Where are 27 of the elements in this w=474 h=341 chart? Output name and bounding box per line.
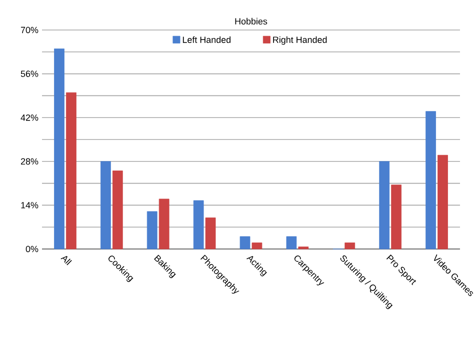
- y-tick-label: 42%: [20, 114, 38, 121]
- y-tick-label: 14%: [21, 202, 38, 208]
- bar: [286, 236, 297, 250]
- bar: [193, 200, 204, 250]
- bar: [240, 236, 250, 250]
- bar: [66, 92, 76, 250]
- bar: [112, 170, 123, 250]
- legend-label: Right Handed: [273, 36, 327, 45]
- bar: [205, 218, 216, 250]
- bar: [391, 184, 402, 250]
- legend-label: Left Handed: [182, 36, 230, 43]
- bar: [344, 242, 356, 250]
- bar: [252, 242, 262, 250]
- y-tick-label: 28%: [20, 158, 38, 165]
- y-tick-label: 56%: [20, 70, 38, 77]
- bar: [158, 198, 170, 250]
- bar: [100, 161, 111, 250]
- bar: [438, 154, 448, 250]
- bar: [146, 211, 158, 250]
- y-tick-label: 70%: [20, 26, 38, 34]
- bar: [426, 111, 436, 250]
- x-tick-label: All: [60, 256, 72, 266]
- bar: [54, 48, 64, 250]
- bar: [298, 246, 309, 250]
- chart-title: Hobbies: [235, 18, 268, 24]
- y-tick-label: 0%: [26, 246, 38, 252]
- bar: [379, 161, 390, 250]
